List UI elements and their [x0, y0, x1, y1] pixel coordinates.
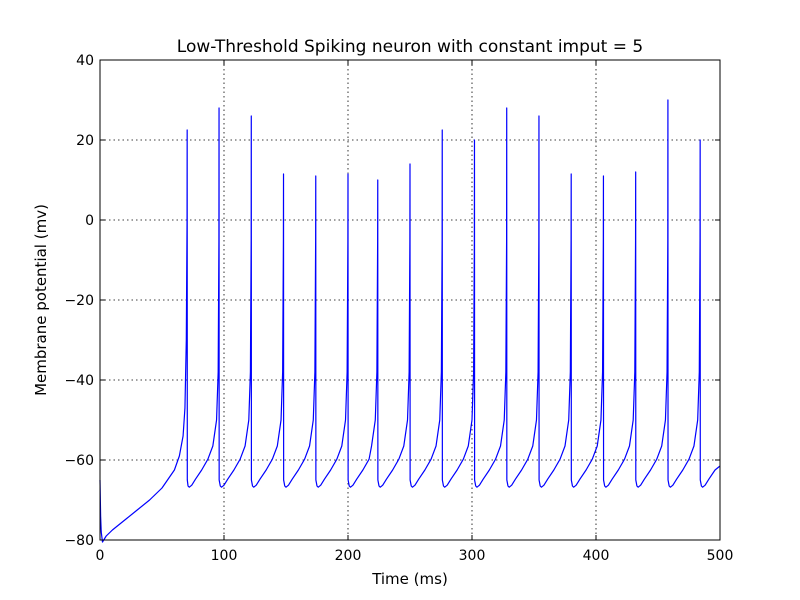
- y-tick-label: −20: [64, 293, 94, 309]
- x-tick-label: 200: [335, 548, 362, 564]
- y-tick-label: −80: [64, 533, 94, 549]
- tick-marks: [99, 59, 721, 541]
- x-tick-label: 0: [96, 548, 105, 564]
- y-axis-label: Membrane potential (mv): [32, 204, 50, 396]
- y-tick-label: 40: [76, 53, 94, 69]
- x-tick-labels: 0 100 200 300 400 500: [96, 548, 734, 564]
- x-tick-label: 400: [583, 548, 610, 564]
- plot-area: [99, 99, 721, 543]
- y-tick-labels: −80 −60 −40 −20 0 20 40: [64, 53, 94, 549]
- y-tick-label: 0: [85, 213, 94, 229]
- x-tick-label: 100: [211, 548, 238, 564]
- chart-title: Low-Threshold Spiking neuron with consta…: [177, 37, 643, 57]
- y-tick-label: 20: [76, 133, 94, 149]
- y-tick-label: −40: [64, 373, 94, 389]
- y-tick-label: −60: [64, 453, 94, 469]
- x-tick-label: 300: [459, 548, 486, 564]
- membrane-potential-line: [99, 99, 721, 543]
- x-tick-label: 500: [707, 548, 734, 564]
- x-axis-label: Time (ms): [371, 570, 448, 588]
